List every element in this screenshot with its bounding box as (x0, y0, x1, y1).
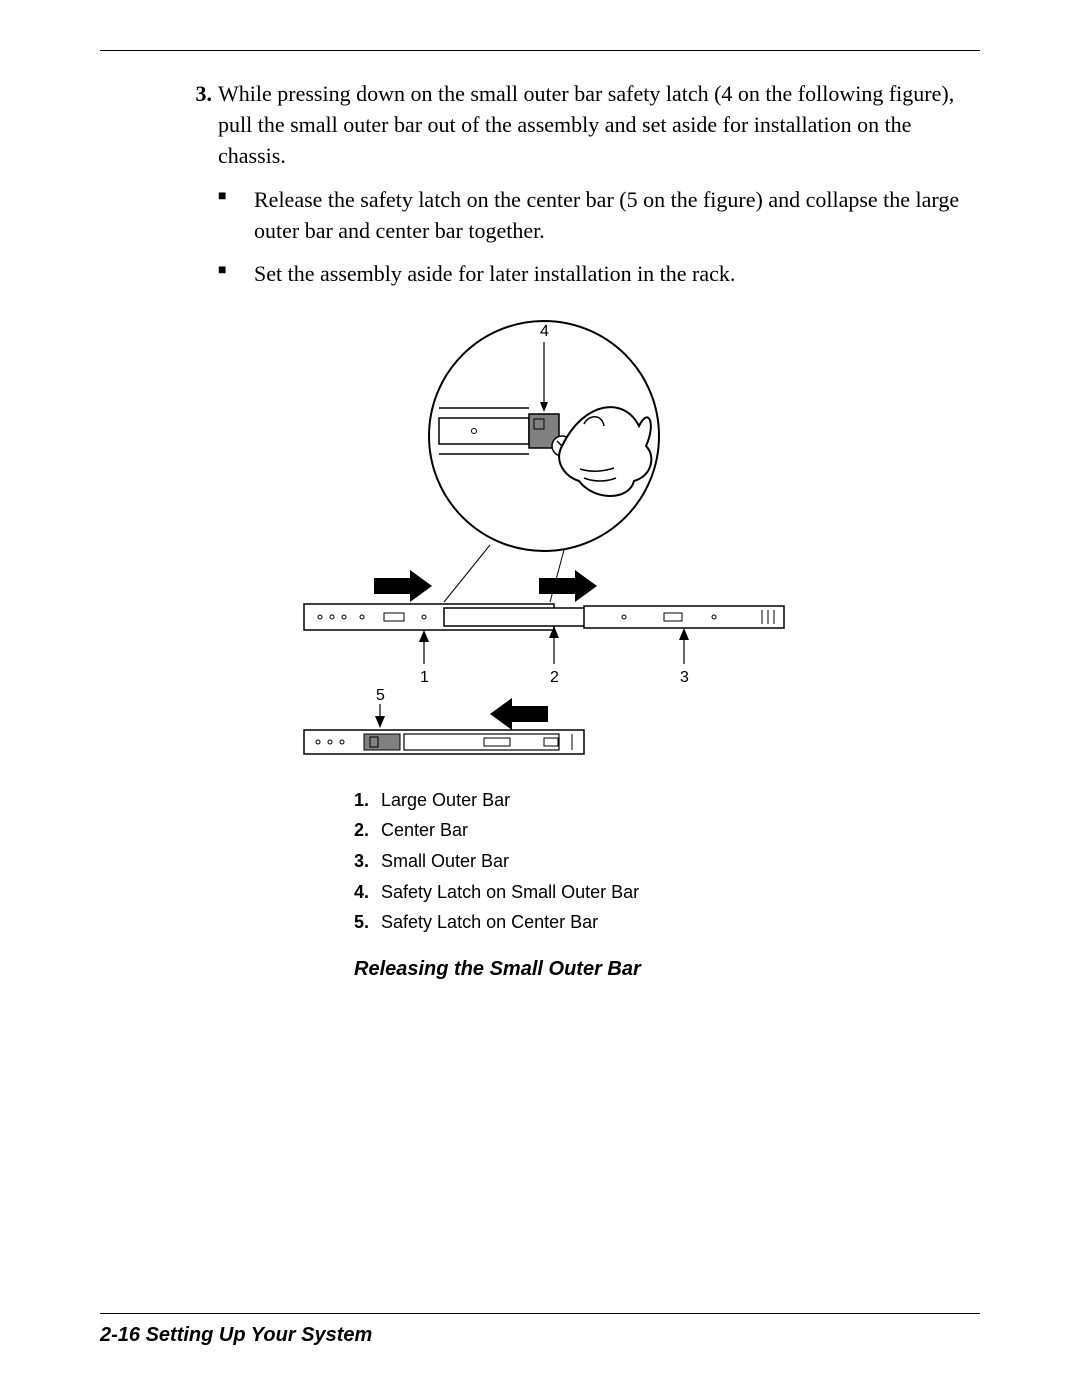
extended-rail (304, 604, 784, 630)
page-footer: 2-16 Setting Up Your System (100, 1313, 980, 1347)
top-rule (100, 50, 980, 51)
legend-text: Center Bar (381, 820, 468, 840)
extend-arrows (374, 570, 597, 602)
legend-item: 1. Large Outer Bar (354, 785, 980, 816)
diagram-label-2: 2 (550, 669, 559, 686)
bullet-item: Set the assembly aside for later install… (218, 259, 980, 290)
bottom-rule (100, 1313, 980, 1314)
legend-item: 3. Small Outer Bar (354, 846, 980, 877)
legend-text: Safety Latch on Small Outer Bar (381, 882, 639, 902)
legend-num: 4. (354, 877, 376, 908)
footer-text: 2-16 Setting Up Your System (100, 1324, 980, 1347)
diagram-label-3: 3 (680, 669, 689, 686)
legend-text: Small Outer Bar (381, 851, 509, 871)
legend-num: 3. (354, 846, 376, 877)
step-item: 3. While pressing down on the small oute… (184, 79, 980, 171)
legend-num: 5. (354, 907, 376, 938)
leader-4-arrow (540, 402, 548, 412)
diagram-label-1: 1 (420, 669, 429, 686)
legend-item: 4. Safety Latch on Small Outer Bar (354, 877, 980, 908)
leader-5-arrow (375, 716, 385, 728)
step-number: 3. (184, 79, 212, 171)
rail-labels-123: 1 2 3 (419, 626, 689, 686)
collapse-arrow (490, 698, 548, 730)
legend-text: Large Outer Bar (381, 790, 510, 810)
page: 3. While pressing down on the small oute… (100, 50, 980, 1347)
figure-caption: Releasing the Small Outer Bar (354, 958, 980, 981)
bullet-item: Release the safety latch on the center b… (218, 185, 980, 247)
legend-item: 5. Safety Latch on Center Bar (354, 907, 980, 938)
diagram-label-5: 5 (376, 687, 385, 704)
detail-rail (439, 408, 572, 456)
diagram-figure: 4 (284, 306, 804, 761)
legend-text: Safety Latch on Center Bar (381, 912, 598, 932)
leader-line (444, 545, 490, 602)
content-block: 3. While pressing down on the small oute… (184, 79, 980, 981)
collapsed-rail (304, 730, 584, 754)
legend-list: 1. Large Outer Bar 2. Center Bar 3. Smal… (354, 785, 980, 938)
diagram-label-4: 4 (540, 323, 549, 340)
legend-num: 1. (354, 785, 376, 816)
legend-item: 2. Center Bar (354, 815, 980, 846)
bullet-list: Release the safety latch on the center b… (218, 185, 980, 289)
leader-line (550, 550, 564, 602)
hand-icon (559, 407, 651, 496)
rail-diagram-svg: 4 (284, 306, 804, 756)
step-text: While pressing down on the small outer b… (218, 79, 980, 171)
legend-num: 2. (354, 815, 376, 846)
